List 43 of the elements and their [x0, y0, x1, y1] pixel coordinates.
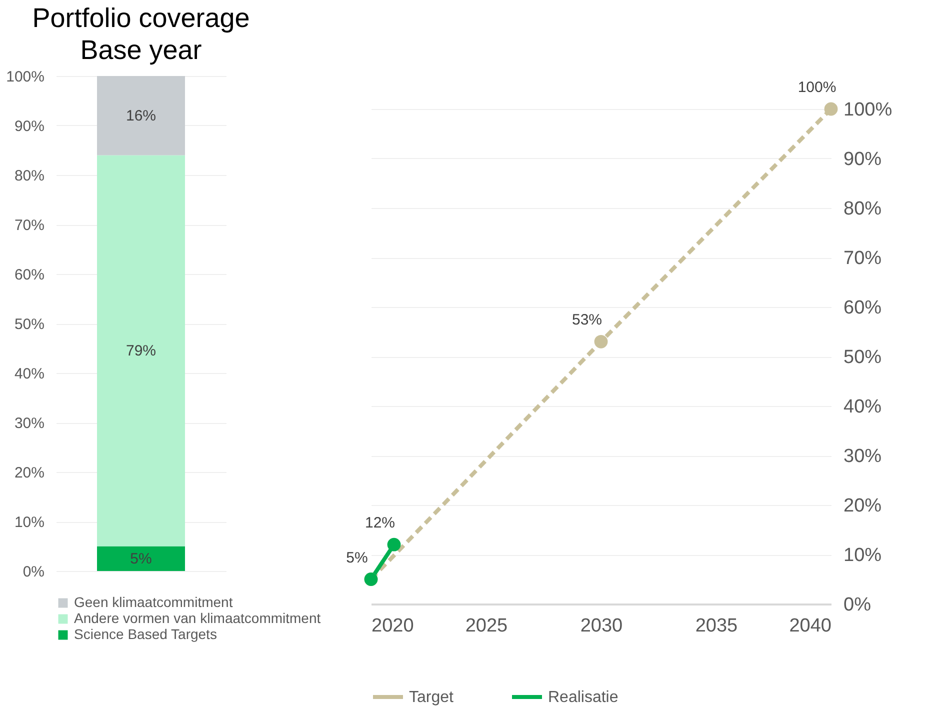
y-tick-label: 60%: [844, 298, 882, 318]
y-tick-label: 100%: [844, 100, 892, 120]
y-tick-label: 90%: [844, 149, 882, 170]
y-tick-label: 80%: [14, 168, 44, 184]
data-label: 16%: [126, 108, 156, 125]
y-tick-label: 60%: [14, 266, 44, 284]
x-tick-label: 2025: [465, 616, 508, 636]
x-tick-label: 2020: [372, 616, 414, 636]
y-tick-label: 20%: [14, 464, 44, 482]
y-tick-label: 50%: [844, 347, 882, 368]
data-label: 79%: [126, 342, 156, 360]
x-tick-label: 2030: [580, 616, 623, 636]
legend-label: Science Based Targets: [74, 626, 217, 642]
legend-label: Target: [409, 689, 454, 706]
legend-label: Andere vormen van klimaatcommitment: [74, 610, 321, 626]
data-label: 12%: [364, 514, 396, 532]
y-tick-label: 40%: [844, 396, 882, 418]
legend-label: Geen klimaatcommitment: [74, 594, 233, 610]
y-tick-label: 50%: [14, 316, 44, 333]
y-tick-label: 30%: [14, 415, 44, 432]
y-tick-label: 30%: [844, 446, 882, 467]
bar: [97, 546, 185, 571]
y-tick-label: 40%: [14, 366, 44, 382]
legend-label: Realisatie: [548, 689, 618, 706]
data-label: 100%: [798, 79, 836, 96]
bar: [97, 76, 185, 156]
y-tick-label: 10%: [844, 545, 882, 566]
data-label: 5%: [130, 550, 152, 568]
y-tick-label: 90%: [14, 118, 44, 135]
y-tick-label: 10%: [14, 514, 44, 531]
y-tick-label: 100%: [6, 68, 44, 86]
x-tick-label: 2040: [789, 616, 832, 636]
y-tick-label: 70%: [14, 217, 44, 234]
chart-title: Portfolio coverage Base year: [32, 3, 250, 65]
bar: [97, 155, 185, 546]
y-tick-label: 0%: [844, 594, 872, 616]
y-tick-label: 80%: [844, 198, 882, 220]
y-tick-label: 70%: [844, 248, 882, 269]
y-tick-label: 0%: [22, 564, 44, 580]
data-label: 53%: [572, 312, 602, 329]
data-label: 5%: [346, 549, 368, 566]
y-tick-label: 20%: [844, 496, 882, 516]
x-tick-label: 2035: [695, 616, 738, 636]
